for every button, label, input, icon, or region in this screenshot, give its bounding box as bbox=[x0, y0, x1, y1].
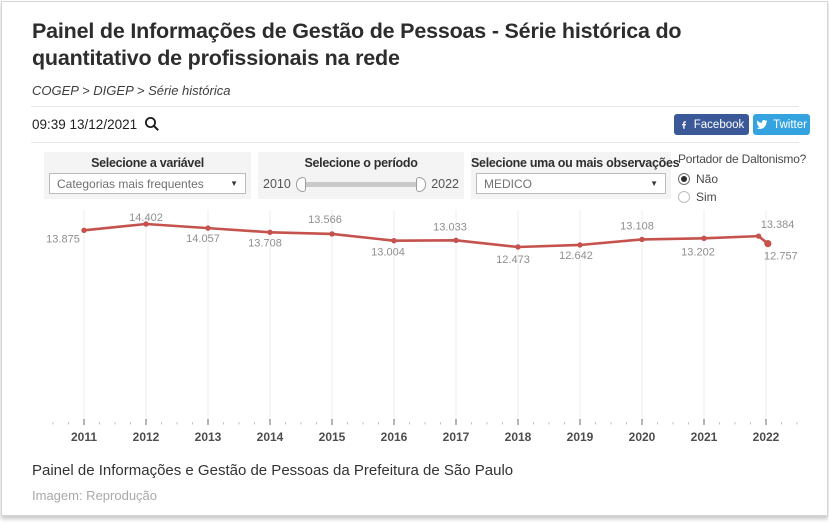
variable-dropdown-value: Categorias mais frequentes bbox=[57, 176, 204, 191]
x-axis-year-label: 2015 bbox=[319, 430, 346, 444]
filter-card-observations: Selecione uma ou mais observações MEDICO… bbox=[471, 152, 680, 199]
x-axis-year-label: 2014 bbox=[257, 430, 284, 444]
separator-toolbar bbox=[31, 142, 799, 143]
data-point[interactable] bbox=[577, 242, 583, 248]
x-axis-year-label: 2022 bbox=[753, 430, 780, 444]
data-label: 13.004 bbox=[371, 247, 405, 259]
filter-card-daltonism: Portador de Daltonismo? Não Sim bbox=[678, 150, 828, 204]
slider-handle-left[interactable] bbox=[295, 176, 306, 192]
x-axis-year-label: 2011 bbox=[71, 430, 97, 444]
data-label: 13.033 bbox=[433, 221, 467, 233]
data-point[interactable] bbox=[515, 244, 521, 250]
slider-bar bbox=[298, 181, 424, 187]
observations-dropdown-value: MEDICO bbox=[484, 176, 532, 191]
x-axis-year-label: 2019 bbox=[567, 430, 594, 444]
radio-unselected-icon bbox=[678, 191, 690, 203]
x-axis-year-label: 2020 bbox=[629, 430, 656, 444]
data-label: 13.202 bbox=[681, 246, 715, 258]
facebook-share-button[interactable]: Facebook bbox=[674, 114, 749, 135]
image-credit: Imagem: Reprodução bbox=[32, 488, 158, 503]
data-label: 12.642 bbox=[559, 250, 593, 262]
data-label: 13.108 bbox=[620, 220, 654, 232]
data-point[interactable] bbox=[764, 240, 772, 248]
filter-card-variable: Selecione a variável Categorias mais fre… bbox=[44, 152, 251, 199]
x-axis-year-label: 2016 bbox=[381, 430, 408, 444]
data-point[interactable] bbox=[143, 221, 149, 227]
chevron-down-icon: ▼ bbox=[650, 178, 658, 188]
period-max-label: 2022 bbox=[431, 177, 459, 191]
twitter-icon bbox=[756, 119, 768, 130]
line-chart[interactable]: 2011 2012 2013 2014 2015 2016 2017 2018 2019 2020… bbox=[31, 204, 801, 449]
data-point[interactable] bbox=[755, 233, 762, 239]
data-point[interactable] bbox=[81, 227, 87, 233]
page-title: Painel de Informações de Gestão de Pesso… bbox=[32, 19, 682, 70]
breadcrumb: COGEP > DIGEP > Série histórica bbox=[32, 83, 231, 98]
data-point[interactable] bbox=[453, 237, 459, 244]
data-point[interactable] bbox=[701, 235, 707, 242]
observations-filter-label: Selecione uma ou mais observações bbox=[471, 156, 680, 170]
filter-card-period: Selecione o período 2010 2022 bbox=[258, 152, 464, 199]
data-label: 13.708 bbox=[248, 237, 282, 249]
data-point[interactable] bbox=[329, 231, 335, 237]
data-point[interactable] bbox=[205, 225, 211, 231]
toolbar-left: 09:39 13/12/2021 bbox=[32, 112, 160, 136]
radio-sim-label: Sim bbox=[696, 190, 717, 204]
slider-track[interactable] bbox=[295, 176, 427, 192]
data-point[interactable] bbox=[639, 236, 645, 243]
variable-dropdown[interactable]: Categorias mais frequentes ▼ bbox=[49, 173, 246, 194]
radio-nao-label: Não bbox=[696, 172, 719, 186]
data-label: 12.757 bbox=[764, 251, 798, 263]
radio-option-nao[interactable]: Não bbox=[678, 172, 828, 186]
separator-top bbox=[31, 106, 799, 107]
search-icon[interactable] bbox=[144, 116, 160, 132]
period-range-slider: 2010 2022 bbox=[263, 176, 459, 192]
observations-dropdown[interactable]: MEDICO ▼ bbox=[476, 173, 666, 194]
refresh-timestamp: 09:39 13/12/2021 bbox=[32, 116, 138, 132]
x-axis-year-label: 2021 bbox=[691, 430, 718, 444]
data-point[interactable] bbox=[391, 237, 397, 244]
data-label: 13.384 bbox=[761, 219, 795, 231]
data-label: 13.566 bbox=[308, 214, 342, 226]
x-axis-year-label: 2012 bbox=[133, 430, 160, 444]
caption: Painel de Informações e Gestão de Pessoa… bbox=[32, 462, 514, 479]
x-axis-year-label: 2018 bbox=[505, 430, 532, 444]
facebook-icon bbox=[679, 119, 689, 131]
slider-handle-right[interactable] bbox=[416, 176, 427, 192]
radio-selected-icon bbox=[678, 173, 690, 185]
chevron-down-icon: ▼ bbox=[230, 178, 238, 188]
twitter-share-button[interactable]: Twitter bbox=[753, 114, 810, 135]
data-label: 13.875 bbox=[46, 233, 80, 245]
twitter-button-label: Twitter bbox=[773, 118, 807, 131]
daltonism-label: Portador de Daltonismo? bbox=[678, 152, 807, 166]
data-point[interactable] bbox=[267, 229, 273, 235]
data-label: 12.473 bbox=[496, 254, 530, 266]
period-min-label: 2010 bbox=[263, 177, 291, 191]
x-axis-year-label: 2017 bbox=[443, 430, 470, 444]
facebook-button-label: Facebook bbox=[693, 118, 745, 131]
x-axis-year-label: 2013 bbox=[195, 430, 222, 444]
data-label: 14.402 bbox=[129, 212, 163, 224]
period-filter-label: Selecione o período bbox=[304, 156, 418, 170]
radio-option-sim[interactable]: Sim bbox=[678, 190, 828, 204]
variable-filter-label: Selecione a variável bbox=[91, 156, 204, 170]
data-label: 14.057 bbox=[186, 233, 220, 245]
